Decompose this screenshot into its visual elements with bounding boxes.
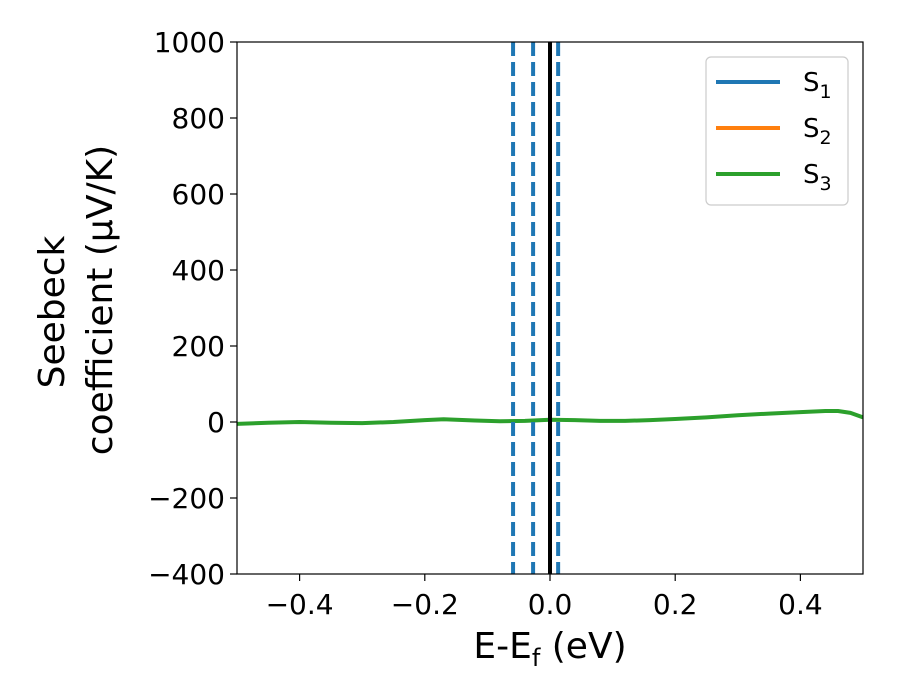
x-axis-ticks: −0.4 −0.2 0.0 0.2 0.4 xyxy=(266,574,823,621)
y-axis-ticks: −400 −200 0 200 400 600 800 1000 xyxy=(148,26,237,591)
y-tick-label: 200 xyxy=(172,330,225,363)
y-tick-label: 600 xyxy=(172,178,225,211)
x-tick-label: 0.0 xyxy=(528,588,573,621)
y-axis-title-line1: Seebeck xyxy=(32,235,73,388)
y-tick-label: −200 xyxy=(148,482,225,515)
x-tick-label: −0.2 xyxy=(391,588,459,621)
plot-area xyxy=(236,41,864,575)
y-tick-label: 1000 xyxy=(154,26,225,59)
y-axis-title-line2: coefficient (μV/K) xyxy=(80,145,121,455)
legend-label-S1: S1 xyxy=(803,68,832,103)
y-tick-label: −400 xyxy=(148,558,225,591)
series-line-S3 xyxy=(237,409,863,426)
x-tick-label: 0.4 xyxy=(778,588,823,621)
legend: S1 S2 S3 xyxy=(705,56,849,206)
x-axis-title: E-Ef (eV) xyxy=(473,626,626,672)
legend-label-S2: S2 xyxy=(803,114,832,149)
y-tick-label: 800 xyxy=(172,102,225,135)
plot-content xyxy=(237,42,863,574)
legend-label-S3: S3 xyxy=(803,160,832,195)
legend-box xyxy=(705,56,849,206)
x-tick-label: 0.2 xyxy=(653,588,698,621)
y-tick-label: 400 xyxy=(172,254,225,287)
y-tick-label: 0 xyxy=(207,406,225,439)
x-tick-label: −0.4 xyxy=(266,588,334,621)
